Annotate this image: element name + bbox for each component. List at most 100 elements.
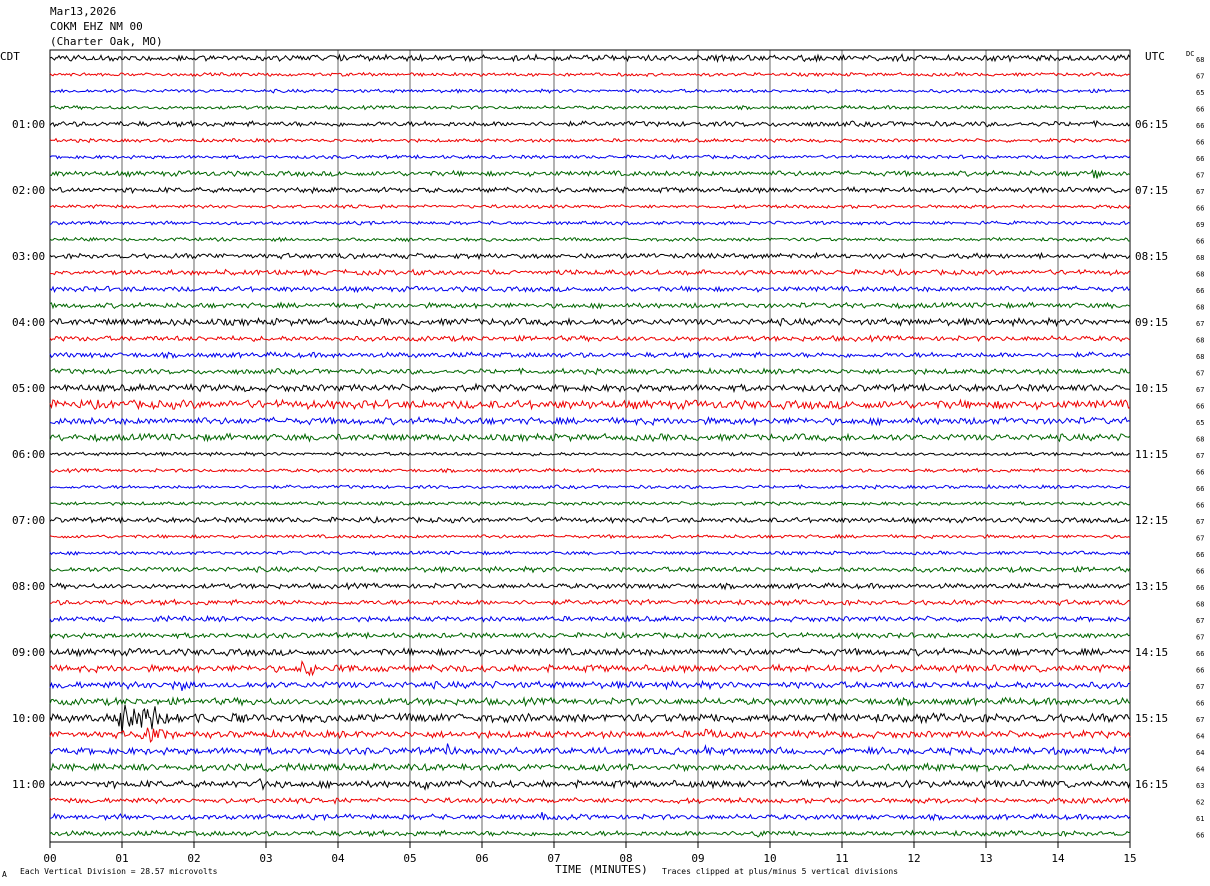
dc-offset-label: 68 xyxy=(1196,601,1204,609)
trace-line xyxy=(49,743,1131,757)
trace-line xyxy=(49,285,1131,294)
dc-offset-label: 68 xyxy=(1196,304,1204,312)
dc-offset-label: 68 xyxy=(1196,254,1204,262)
right-time-label: 16:15 xyxy=(1135,778,1168,791)
left-time-label: 01:00 xyxy=(12,118,45,131)
trace-line xyxy=(49,220,1131,226)
minute-gridlines xyxy=(121,50,1059,842)
x-tick-label: 13 xyxy=(979,852,992,865)
trace-line xyxy=(49,704,1131,735)
trace-line xyxy=(49,631,1131,640)
dc-offset-label: 67 xyxy=(1196,188,1204,196)
dc-offset-label: 68 xyxy=(1196,56,1204,64)
dc-offset-label: 61 xyxy=(1196,815,1204,823)
dc-offset-label: 64 xyxy=(1196,766,1204,774)
trace-line xyxy=(49,169,1131,179)
trace-line xyxy=(49,203,1131,210)
dc-offset-label: 66 xyxy=(1196,287,1204,295)
dc-offset-label: 66 xyxy=(1196,139,1204,147)
trace-line xyxy=(49,236,1131,243)
right-time-labels: 06:15 07:15 08:15 09:15 10:15 11:15 12:15 13:15… xyxy=(1135,118,1168,791)
dc-offset-label: 66 xyxy=(1196,238,1204,246)
trace-line xyxy=(49,727,1131,744)
dc-offset-label: 67 xyxy=(1196,320,1204,328)
dc-offset-label: 67 xyxy=(1196,683,1204,691)
dc-offset-label: 66 xyxy=(1196,502,1204,510)
trace-line xyxy=(49,451,1131,457)
trace-line xyxy=(49,515,1131,525)
x-axis-ticks: 00 01 02 03 04 05 06 07 08 09 10 11 12 13 14 15 xyxy=(43,842,1137,865)
trace-line xyxy=(49,598,1131,607)
x-tick-label: 03 xyxy=(259,852,272,865)
dc-offset-label: 67 xyxy=(1196,452,1204,460)
trace-line xyxy=(49,119,1131,128)
right-time-label: 11:15 xyxy=(1135,448,1168,461)
trace-line xyxy=(49,533,1131,540)
right-time-label: 06:15 xyxy=(1135,118,1168,131)
clip-note: Traces clipped at plus/minus 5 vertical … xyxy=(662,867,898,876)
scale-note: Each Vertical Division = 28.57 microvolt… xyxy=(20,867,218,876)
dc-offset-label: 64 xyxy=(1196,733,1204,741)
dc-offset-label: 67 xyxy=(1196,535,1204,543)
dc-offset-label: 66 xyxy=(1196,584,1204,592)
dc-offset-label: 67 xyxy=(1196,386,1204,394)
trace-line xyxy=(49,251,1131,261)
trace-line xyxy=(49,185,1131,195)
trace-line xyxy=(49,350,1131,360)
dc-offset-label: 67 xyxy=(1196,518,1204,526)
right-time-label: 15:15 xyxy=(1135,712,1168,725)
trace-line xyxy=(49,829,1131,838)
dc-offset-label: 66 xyxy=(1196,485,1204,493)
x-tick-label: 05 xyxy=(403,852,416,865)
x-axis-title: TIME (MINUTES) xyxy=(555,863,648,876)
trace-line xyxy=(49,696,1131,708)
dc-offset-label: 66 xyxy=(1196,650,1204,658)
trace-line xyxy=(49,268,1131,277)
dc-offset-label: 64 xyxy=(1196,749,1204,757)
right-time-label: 09:15 xyxy=(1135,316,1168,329)
trace-line xyxy=(49,550,1131,556)
x-tick-label: 09 xyxy=(691,852,704,865)
trace-group xyxy=(49,53,1131,838)
left-time-label: 04:00 xyxy=(12,316,45,329)
trace-line xyxy=(50,316,1131,328)
trace-line xyxy=(49,104,1131,111)
left-time-label: 10:00 xyxy=(12,712,45,725)
trace-line xyxy=(49,137,1131,144)
trace-line xyxy=(49,467,1131,474)
dc-offset-label: 66 xyxy=(1196,469,1204,477)
dc-offset-label: 68 xyxy=(1196,353,1204,361)
dc-offset-label: 66 xyxy=(1196,122,1204,130)
trace-line xyxy=(49,500,1131,507)
dc-offset-label: 66 xyxy=(1196,403,1204,411)
trace-line xyxy=(49,71,1131,78)
x-tick-label: 04 xyxy=(331,852,345,865)
trace-line xyxy=(49,398,1131,411)
date-label: Mar13,2026 xyxy=(50,5,116,18)
dc-offset-label: 67 xyxy=(1196,172,1204,180)
trace-line xyxy=(49,762,1131,773)
dc-offset-label: 67 xyxy=(1196,617,1204,625)
corner-mark: A xyxy=(2,870,7,879)
trace-line xyxy=(49,153,1131,160)
dc-offset-label: 66 xyxy=(1196,832,1204,840)
trace-line xyxy=(49,53,1131,64)
right-time-label: 14:15 xyxy=(1135,646,1168,659)
trace-line xyxy=(49,812,1131,822)
trace-line xyxy=(49,796,1131,805)
trace-line xyxy=(49,484,1131,490)
trace-line xyxy=(49,88,1131,94)
left-time-label: 05:00 xyxy=(12,382,45,395)
left-time-label: 09:00 xyxy=(12,646,45,659)
x-tick-label: 01 xyxy=(115,852,128,865)
x-tick-label: 10 xyxy=(763,852,776,865)
left-zone-label: CDT xyxy=(0,50,20,63)
x-tick-label: 15 xyxy=(1123,852,1136,865)
trace-line xyxy=(49,647,1131,658)
dc-offset-label: 66 xyxy=(1196,551,1204,559)
dc-offset-label: 63 xyxy=(1196,782,1204,790)
dc-offset-label: 68 xyxy=(1196,271,1204,279)
right-time-label: 10:15 xyxy=(1135,382,1168,395)
dc-offset-label: 65 xyxy=(1196,89,1204,97)
